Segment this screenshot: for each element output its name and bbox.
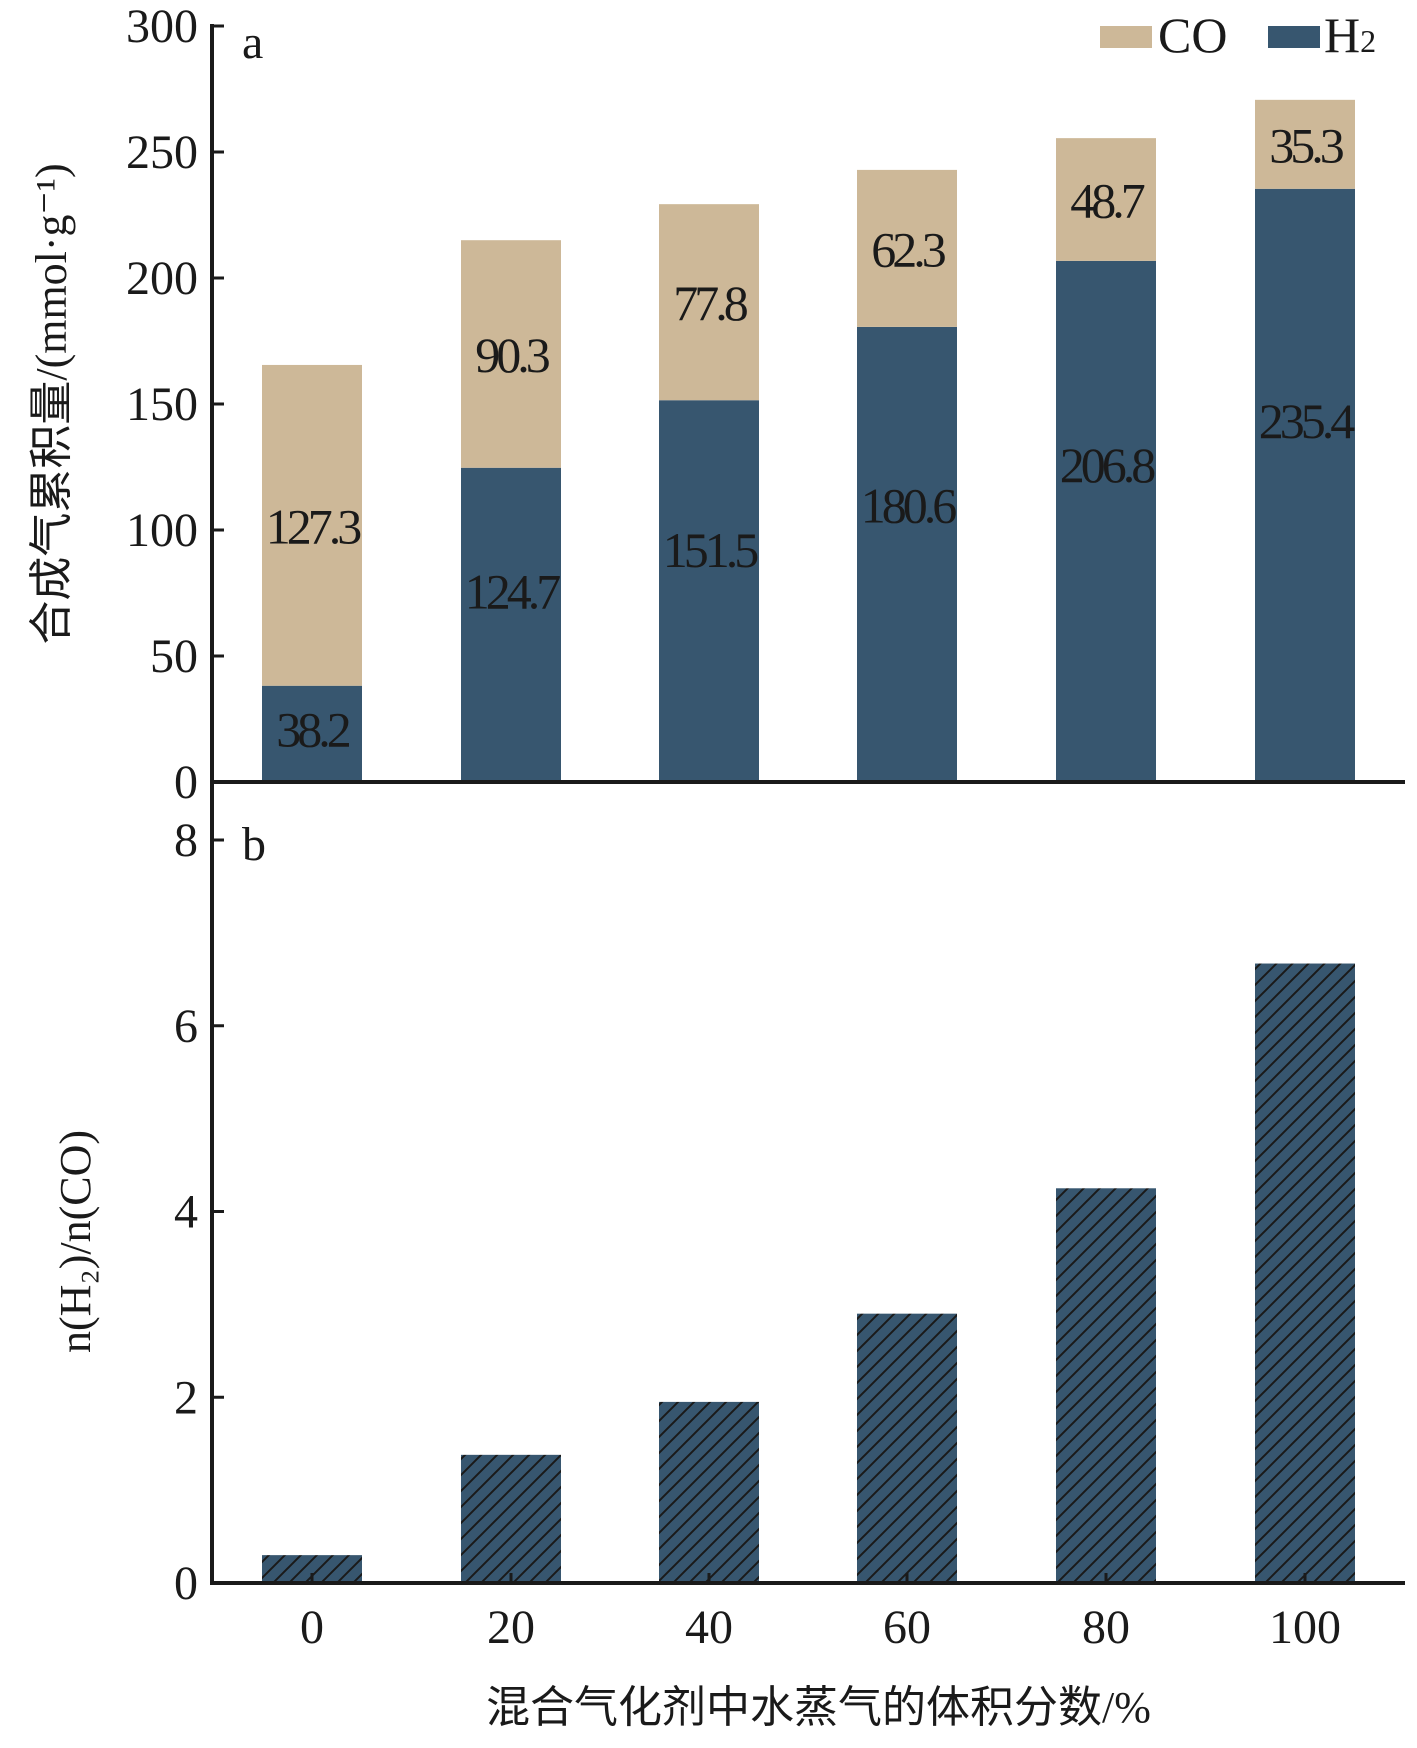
legend-label-co: CO [1158, 7, 1227, 63]
panel-b-bars [262, 963, 1355, 1583]
bar-co-60 [857, 169, 957, 327]
data-label-h2-100: 235.4 [1259, 393, 1356, 449]
panel-b-y-tick-label-8: 8 [174, 814, 198, 867]
bar-h2-20 [461, 467, 561, 782]
data-label-h2-20: 124.7 [465, 563, 561, 619]
bar-co-40 [659, 204, 759, 401]
x-tick-label-0: 0 [300, 1601, 324, 1654]
data-label-co-100: 35.3 [1269, 117, 1344, 173]
x-tick-label-20: 20 [487, 1601, 535, 1654]
data-label-co-20: 90.3 [475, 327, 550, 383]
legend-label-h2-subscript: 2 [1360, 23, 1376, 59]
panel-b-y-tick-label-2: 2 [174, 1371, 198, 1424]
legend: CO H2 [1100, 7, 1376, 63]
legend-swatch-co [1100, 26, 1152, 48]
legend-label-h2: H2 [1324, 7, 1376, 63]
x-tick-label-100: 100 [1269, 1601, 1341, 1654]
panel-a-y-tick-label-200: 200 [126, 252, 198, 305]
x-tick-label-60: 60 [883, 1601, 931, 1654]
panel-a-y-tick-label-250: 250 [126, 126, 198, 179]
data-label-co-60: 62.3 [871, 221, 946, 277]
bar-h2-40 [659, 400, 759, 782]
x-tick-label-80: 80 [1082, 1601, 1130, 1654]
panel-b-y-tick-label-0: 0 [174, 1557, 198, 1610]
panel-b-label: b [242, 818, 266, 871]
panel-a-y-tick-label-150: 150 [126, 378, 198, 431]
panel-a-y-tick-label-100: 100 [126, 504, 198, 557]
bar-h2-80 [1056, 260, 1156, 782]
bar-co-80 [1056, 138, 1156, 261]
bar-co-20 [461, 240, 561, 468]
ratio-bar-20 [461, 1454, 561, 1583]
ratio-bar-60 [857, 1313, 957, 1583]
panel-a-y-axis-title: 合成气累积量/(mmol·g⁻¹) [27, 163, 76, 644]
x-tick-label-40: 40 [685, 1601, 733, 1654]
ratio-bar-40 [659, 1401, 759, 1583]
legend-swatch-h2 [1268, 26, 1320, 48]
ratio-bar-80 [1056, 1188, 1156, 1583]
panel-a-y-ticks: 0 50 100 150 200 250 300 [126, 0, 224, 809]
bar-h2-0 [262, 685, 362, 782]
panel-a-y-tick-label-300: 300 [126, 0, 198, 53]
bar-co-100 [1255, 99, 1355, 189]
data-label-co-40: 77.8 [673, 275, 748, 331]
data-label-co-0: 127.3 [266, 498, 362, 554]
data-label-co-80: 48.7 [1070, 173, 1145, 229]
x-axis-title: 混合气化剂中水蒸气的体积分数/% [486, 1683, 1151, 1732]
panel-a-label: a [242, 16, 263, 69]
panel-a-y-tick-label-0: 0 [174, 756, 198, 809]
bar-h2-60 [857, 326, 957, 782]
panel-a: 38.2 127.3 124.7 90.3 151.5 77.8 180.6 62.3 206.… [27, 0, 1376, 809]
panel-a-bars [262, 99, 1355, 783]
panel-b-y-axis-title: n(H₂)/n(CO) [51, 1130, 100, 1353]
data-label-h2-40: 151.5 [663, 522, 759, 578]
data-label-h2-60: 180.6 [861, 477, 957, 533]
ratio-bar-100 [1255, 963, 1355, 1583]
data-label-h2-80: 206.8 [1060, 437, 1156, 493]
data-label-h2-0: 38.2 [276, 702, 350, 758]
bar-h2-100 [1255, 188, 1355, 783]
panel-b-y-tick-label-4: 4 [174, 1186, 198, 1239]
panel-a-data-labels: 38.2 127.3 124.7 90.3 151.5 77.8 180.6 62.3 206.… [266, 117, 1360, 758]
panel-b-y-tick-label-6: 6 [174, 1000, 198, 1053]
panel-b: 0 2 4 6 8 0 20 40 60 80 100 b n(H₂)/n(CO) [51, 782, 1405, 1654]
panel-b-y-ticks: 0 2 4 6 8 [174, 814, 224, 1610]
x-tick-labels: 0 20 40 60 80 100 [300, 1573, 1341, 1654]
panel-a-y-tick-label-50: 50 [150, 630, 198, 683]
bar-co-0 [262, 364, 362, 686]
